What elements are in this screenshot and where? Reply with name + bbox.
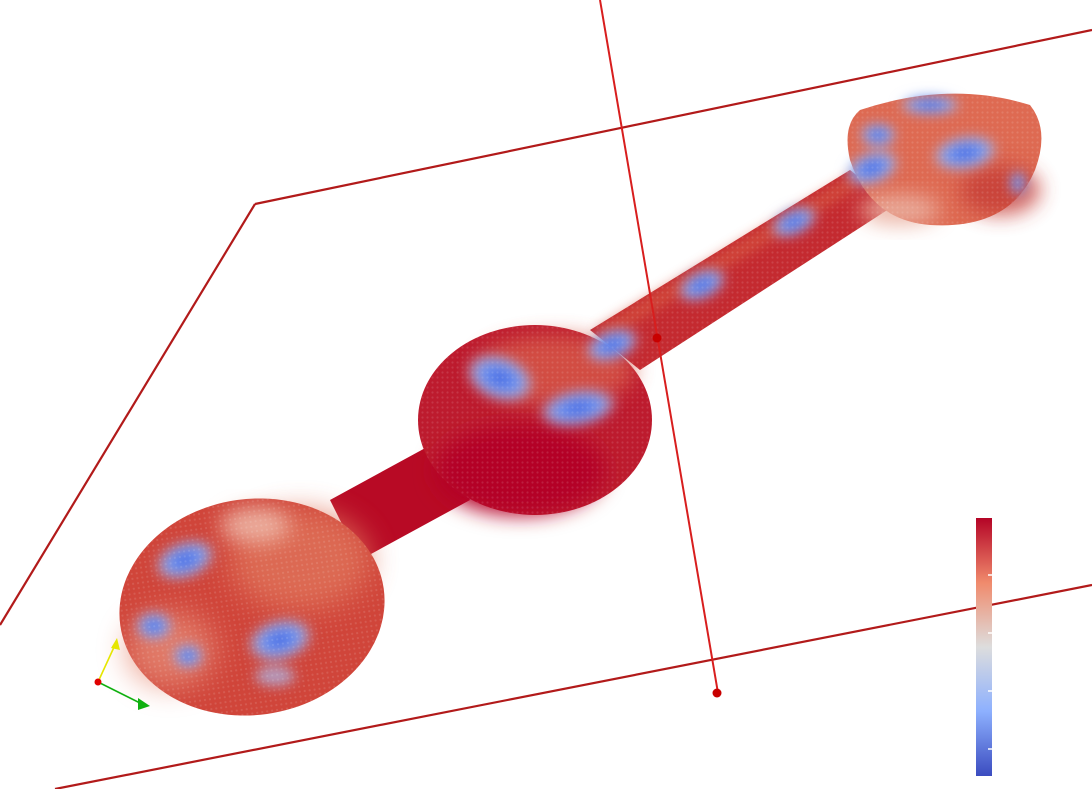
orientation-axes-icon [94, 638, 150, 710]
probe-line-widget[interactable] [599, 0, 722, 698]
probe-handle-icon[interactable] [652, 333, 662, 343]
field-surface[interactable] [105, 93, 1042, 733]
probe-line[interactable] [599, 0, 719, 694]
bounding-frame [0, 28, 1092, 789]
color-legend-bar [976, 518, 992, 776]
probe-handle-icon[interactable] [712, 688, 722, 698]
